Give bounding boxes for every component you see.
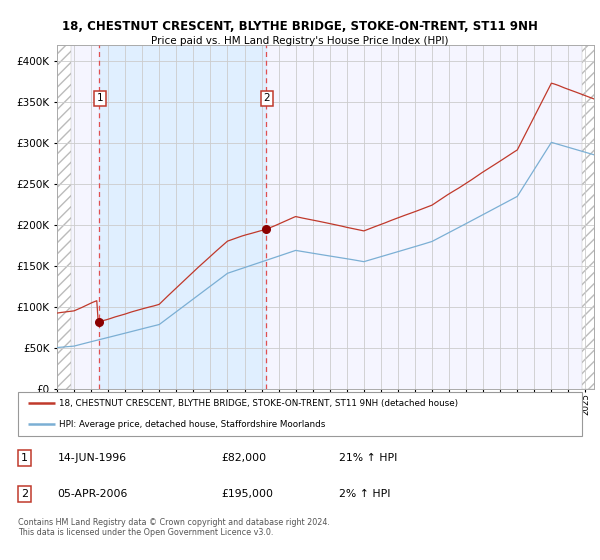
Text: Price paid vs. HM Land Registry's House Price Index (HPI): Price paid vs. HM Land Registry's House …	[151, 36, 449, 46]
Text: 2: 2	[263, 93, 270, 103]
Text: HPI: Average price, detached house, Staffordshire Moorlands: HPI: Average price, detached house, Staf…	[59, 420, 325, 429]
Bar	[99, 45, 266, 389]
Text: 14-JUN-1996: 14-JUN-1996	[58, 453, 127, 463]
Text: £195,000: £195,000	[221, 489, 273, 499]
Text: 21% ↑ HPI: 21% ↑ HPI	[340, 453, 398, 463]
Text: 05-APR-2006: 05-APR-2006	[58, 489, 128, 499]
Bar	[582, 45, 599, 389]
Text: 2: 2	[21, 489, 28, 499]
Text: £82,000: £82,000	[221, 453, 266, 463]
Text: 18, CHESTNUT CRESCENT, BLYTHE BRIDGE, STOKE-ON-TRENT, ST11 9NH (detached house): 18, CHESTNUT CRESCENT, BLYTHE BRIDGE, ST…	[59, 399, 458, 408]
Text: 18, CHESTNUT CRESCENT, BLYTHE BRIDGE, STOKE-ON-TRENT, ST11 9NH: 18, CHESTNUT CRESCENT, BLYTHE BRIDGE, ST…	[62, 20, 538, 32]
Bar	[57, 45, 71, 389]
FancyBboxPatch shape	[18, 392, 582, 436]
Text: 2% ↑ HPI: 2% ↑ HPI	[340, 489, 391, 499]
Text: 1: 1	[21, 453, 28, 463]
Text: Contains HM Land Registry data © Crown copyright and database right 2024.
This d: Contains HM Land Registry data © Crown c…	[18, 518, 330, 538]
Text: 1: 1	[97, 93, 103, 103]
